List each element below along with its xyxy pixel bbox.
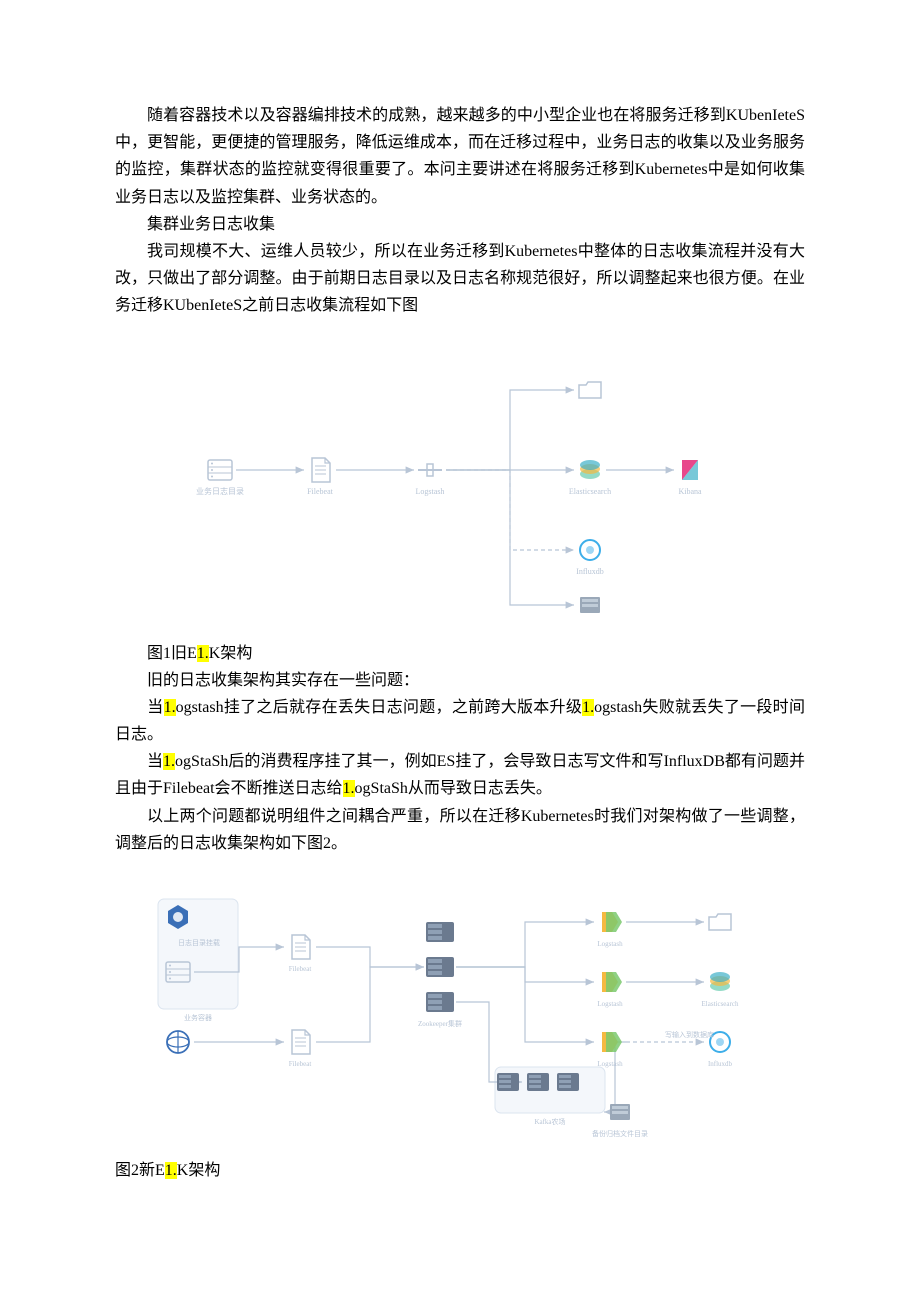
p6hl2: 1.	[343, 780, 355, 797]
svg-text:Influxdb: Influxdb	[576, 567, 604, 576]
svg-text:业务容器: 业务容器	[184, 1013, 212, 1022]
svg-text:Kibana: Kibana	[678, 487, 702, 496]
svg-text:Kafka农场: Kafka农场	[534, 1117, 565, 1126]
paragraph-context: 我司规模不大、运维人员较少，所以在业务迁移到Kubernetes中整体的日志收集…	[115, 238, 805, 320]
diagram-2-wrap: 业务容器 Kafka农场 日志目录挂载 Filebeat Filebeat Zookeep…	[115, 887, 805, 1147]
svg-text:Zookeeper集群: Zookeeper集群	[418, 1019, 462, 1028]
svg-text:备份归档文件目录: 备份归档文件目录	[592, 1129, 648, 1138]
caption-1-b: K架构	[209, 645, 253, 662]
svg-text:Logstash: Logstash	[597, 1000, 623, 1008]
svg-text:业务日志目录: 业务日志目录	[196, 486, 244, 496]
caption-2-b: K架构	[177, 1162, 221, 1179]
p5hl: 1.	[164, 699, 176, 716]
svg-text:Filebeat: Filebeat	[307, 487, 334, 496]
p6c: ogStaSh从而导致日志丢失。	[355, 780, 552, 797]
p6hl: 1.	[163, 753, 175, 770]
svg-text:Logstash: Logstash	[597, 1060, 623, 1068]
svg-text:Influxdb: Influxdb	[708, 1060, 733, 1068]
svg-text:Elasticsearch: Elasticsearch	[569, 487, 611, 496]
svg-text:Logstash: Logstash	[416, 487, 445, 496]
p5a: 当	[147, 699, 164, 716]
svg-text:Filebeat: Filebeat	[289, 965, 312, 973]
caption-1-hl: 1.	[197, 645, 209, 662]
svg-text:写输入到数据库: 写输入到数据库	[665, 1030, 714, 1039]
heading-cluster-log: 集群业务日志收集	[115, 211, 805, 238]
svg-text:Filebeat: Filebeat	[289, 1060, 312, 1068]
diagram-1: 业务日志目录 Filebeat Logstash Elasticsearch Influ…	[190, 350, 730, 630]
caption-2-a: 图2新E	[115, 1162, 165, 1179]
paragraph-intro: 随着容器技术以及容器编排技术的成熟，越来越多的中小型企业也在将服务迁移到KUbe…	[115, 102, 805, 211]
caption-1-a: 图1旧E	[147, 645, 197, 662]
p5b: ogstash挂了之后就存在丢失日志问题，之前跨大版本升级	[176, 699, 583, 716]
p6a: 当	[147, 753, 163, 770]
paragraph-problem-2: 当1.ogStaSh后的消费程序挂了其一，例如ES挂了，会导致日志写文件和写In…	[115, 748, 805, 802]
caption-2: 图2新E1.K架构	[115, 1157, 805, 1184]
caption-2-hl: 1.	[165, 1162, 177, 1179]
paragraph-problem-1: 当1.ogstash挂了之后就存在丢失日志问题，之前跨大版本升级1.ogstas…	[115, 694, 805, 748]
diagram-1-wrap: 业务日志目录 Filebeat Logstash Elasticsearch Influ…	[115, 350, 805, 630]
svg-text:Logstash: Logstash	[597, 940, 623, 948]
svg-text:Elasticsearch: Elasticsearch	[702, 1000, 739, 1008]
diagram-2: 业务容器 Kafka农场 日志目录挂载 Filebeat Filebeat Zookeep…	[140, 887, 780, 1147]
paragraph-problems: 旧的日志收集架构其实存在一些问题：	[115, 667, 805, 694]
svg-text:日志目录挂载: 日志目录挂载	[178, 938, 220, 947]
paragraph-adjust: 以上两个问题都说明组件之间耦合严重，所以在迁移Kubernetes时我们对架构做…	[115, 803, 805, 857]
p5hl2: 1.	[582, 699, 594, 716]
caption-1: 图1旧E1.K架构	[115, 640, 805, 667]
